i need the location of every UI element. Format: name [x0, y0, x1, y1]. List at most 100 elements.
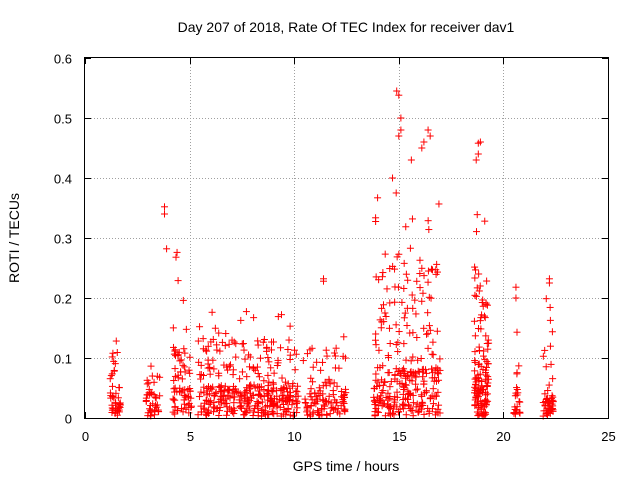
data-point — [391, 398, 399, 406]
data-point — [471, 274, 479, 282]
data-point — [516, 398, 524, 406]
data-point — [481, 356, 489, 364]
data-point — [382, 394, 390, 402]
data-point — [307, 385, 315, 393]
data-point — [226, 394, 234, 402]
data-point — [414, 408, 422, 416]
data-point — [287, 391, 295, 399]
data-point — [224, 386, 232, 394]
data-point — [200, 404, 208, 412]
data-point — [400, 259, 408, 267]
data-point — [174, 277, 182, 285]
data-point — [270, 338, 278, 346]
data-point — [404, 401, 412, 409]
data-point — [545, 279, 553, 287]
data-point — [336, 410, 344, 418]
data-point — [512, 294, 520, 302]
data-point — [481, 217, 489, 225]
data-point — [547, 360, 555, 368]
data-point — [185, 409, 193, 417]
data-point — [341, 406, 349, 414]
data-point — [200, 371, 208, 379]
data-point — [477, 405, 485, 413]
data-point — [237, 316, 245, 324]
data-point — [404, 276, 412, 284]
data-point — [254, 404, 262, 412]
data-point — [302, 399, 310, 407]
data-point — [309, 363, 317, 371]
data-point — [544, 387, 552, 395]
data-point — [515, 362, 523, 370]
data-point — [230, 338, 238, 346]
data-point — [200, 405, 208, 413]
data-point — [184, 401, 192, 409]
data-point — [429, 400, 437, 408]
data-point — [474, 390, 482, 398]
data-point — [483, 339, 491, 347]
data-point — [209, 335, 217, 343]
data-point — [471, 367, 479, 375]
data-point — [171, 365, 179, 373]
data-point — [247, 389, 255, 397]
data-point — [254, 370, 262, 378]
data-point — [169, 343, 177, 351]
data-point — [381, 309, 389, 317]
data-point — [223, 403, 231, 411]
data-point — [240, 397, 248, 405]
data-point — [391, 298, 399, 306]
data-point — [395, 367, 403, 375]
data-point — [169, 395, 177, 403]
data-point — [236, 399, 244, 407]
data-point — [391, 265, 399, 273]
data-point — [322, 346, 330, 354]
data-point — [150, 378, 158, 386]
data-point — [269, 388, 277, 396]
data-point — [426, 395, 434, 403]
data-point — [401, 309, 409, 317]
data-point — [169, 408, 177, 416]
data-point — [303, 406, 311, 414]
data-point — [289, 396, 297, 404]
data-point — [412, 380, 420, 388]
data-point — [170, 377, 178, 385]
data-point — [256, 392, 264, 400]
data-point — [400, 340, 408, 348]
data-point — [178, 375, 186, 383]
data-point — [474, 374, 482, 382]
data-point — [422, 388, 430, 396]
axis-ticks — [85, 58, 609, 419]
data-point — [332, 344, 340, 352]
data-point — [482, 366, 490, 374]
data-point — [203, 385, 211, 393]
data-point — [160, 210, 168, 218]
data-point — [210, 408, 218, 416]
data-point — [387, 378, 395, 386]
data-point — [265, 411, 273, 419]
chart-title: Day 207 of 2018, Rate Of TEC Index for r… — [178, 19, 515, 35]
data-point — [185, 399, 193, 407]
data-point — [392, 321, 400, 329]
data-point — [379, 362, 387, 370]
data-point — [546, 398, 554, 406]
data-point — [267, 364, 275, 372]
data-point — [196, 371, 204, 379]
data-point — [182, 393, 190, 401]
data-point — [431, 374, 439, 382]
data-point — [195, 393, 203, 401]
x-tick-label: 20 — [496, 429, 510, 444]
data-point — [185, 366, 193, 374]
data-point — [307, 393, 315, 401]
data-point — [250, 314, 258, 322]
data-point — [293, 388, 301, 396]
data-point — [110, 367, 118, 375]
data-point — [545, 402, 553, 410]
data-point — [484, 336, 492, 344]
data-point — [541, 346, 549, 354]
data-point — [171, 396, 179, 404]
data-point — [179, 386, 187, 394]
x-tick-label: 15 — [392, 429, 406, 444]
data-point — [378, 273, 386, 281]
data-point — [413, 400, 421, 408]
data-point — [413, 277, 421, 285]
data-point — [376, 316, 384, 324]
